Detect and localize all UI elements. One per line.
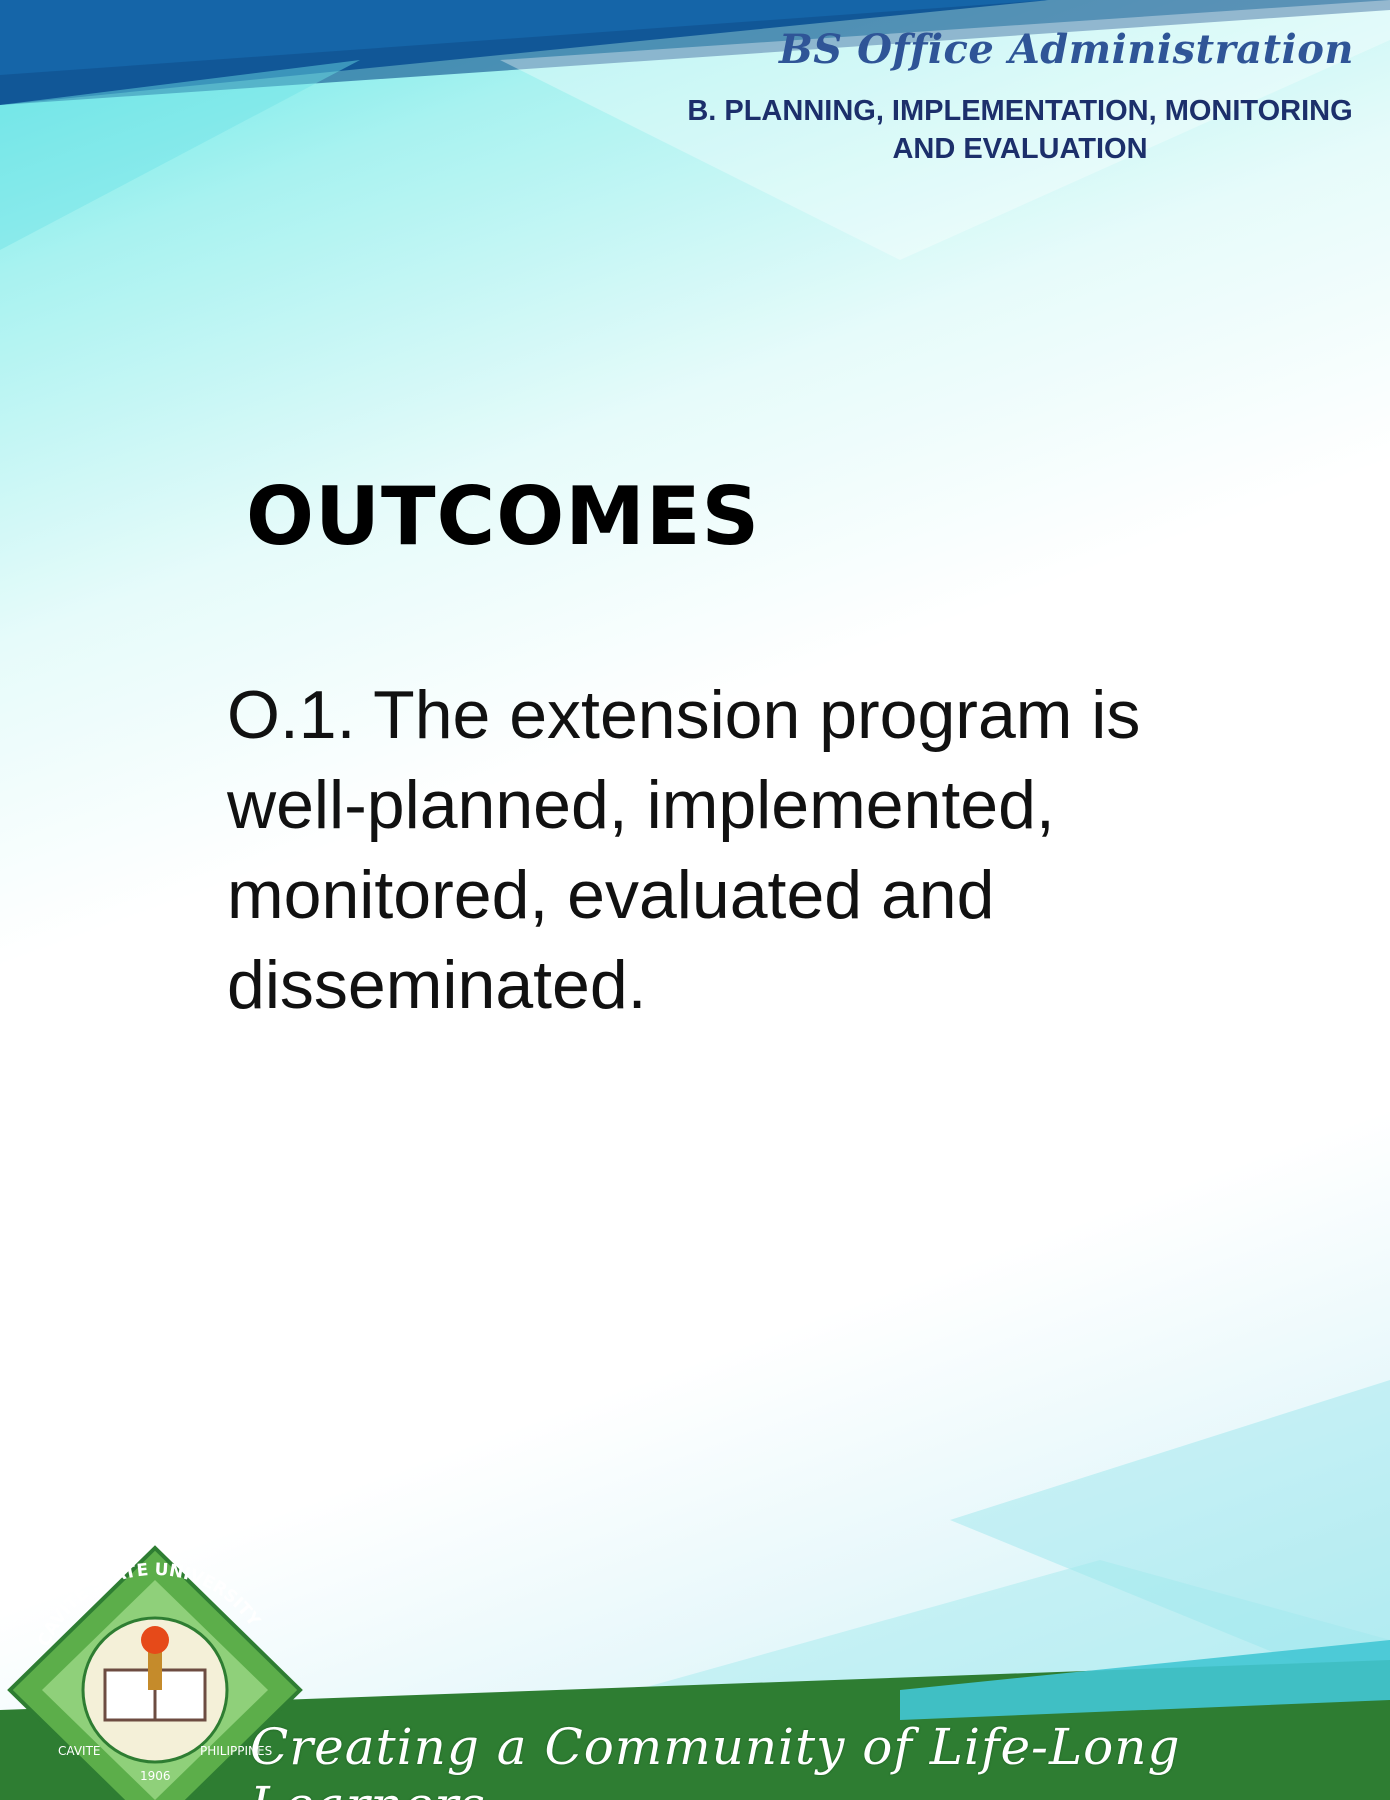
top-light-shape [0,60,360,250]
section-title-line1: B. PLANNING, IMPLEMENTATION, MONITORING [687,95,1353,127]
program-title: BS Office Administration [778,26,1354,73]
bottom-light-shape [950,1380,1390,1700]
section-title: B. PLANNING, IMPLEMENTATION, MONITORING … [650,92,1390,168]
seal-bottom-right: PHILIPPINES [200,1744,272,1758]
footer-teal-accent [900,1640,1390,1720]
section-title-line2: AND EVALUATION [892,133,1148,165]
outcomes-heading: OUTCOMES [246,470,761,563]
seal-year: 1906 [140,1769,171,1783]
top-blue-bar-shade [0,0,1390,105]
outcome-statement: O.1. The extension program is well-plann… [227,677,1141,1023]
seal-bottom-left: CAVITE [58,1744,100,1758]
footer-tagline: Creating a Community of Life-Long Learne… [250,1718,1181,1800]
top-highlight-shape [500,0,1390,260]
university-seal-logo: CAVITE STATE UNIVERSITY CAVITE PHILIPPIN… [7,1545,303,1800]
